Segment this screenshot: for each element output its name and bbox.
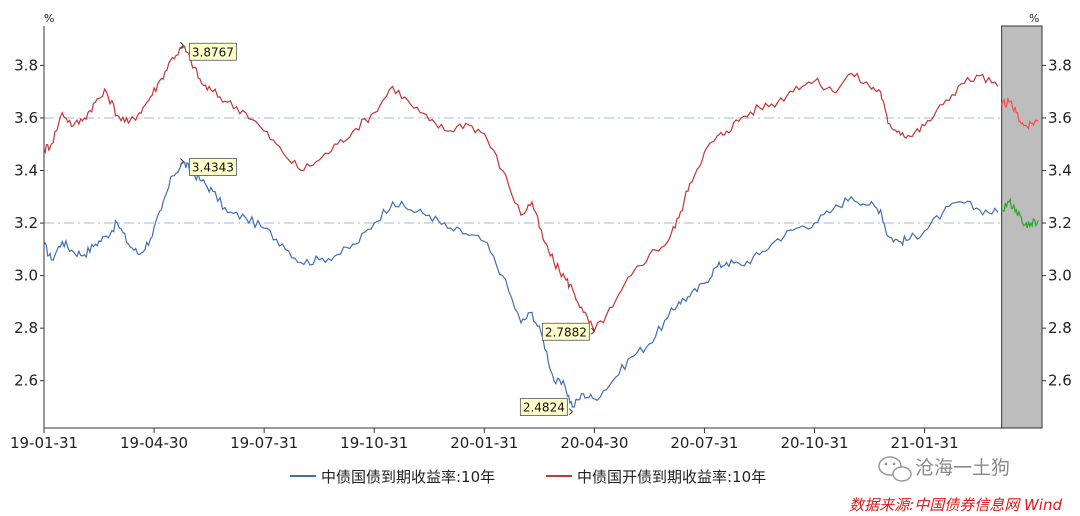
source-text: 数据来源:中国债券信息网 Wind [849, 496, 1062, 514]
series-layer [43, 45, 1039, 408]
left-y-tick-label: 3.8 [14, 56, 38, 74]
callout-pointer [180, 41, 185, 49]
right-y-tick-label: 2.6 [1048, 372, 1072, 390]
series-line-2 [43, 45, 999, 333]
x-tick-label: 20-01-31 [450, 434, 518, 452]
callout-layer: 3.8767 3.4343 2.7882 2.4824 [180, 41, 596, 417]
left-y-tick-label: 3.6 [14, 109, 38, 127]
callout-box [189, 42, 237, 61]
left-y-tick-label: 2.6 [14, 372, 38, 390]
left-y-tick-label: 3.4 [14, 162, 38, 180]
legend-label-series-1: 中债国债到期收益率:10年 [321, 468, 495, 486]
x-tick-label: 19-10-31 [340, 434, 408, 452]
x-tick-label: 19-01-31 [10, 434, 78, 452]
left-y-tick-label: 3.0 [14, 267, 38, 285]
callout-box [519, 398, 568, 417]
axis-layer: % % 2.6 2.6 2.8 2.8 3.0 3.0 3.2 3.2 3.4 3.4 3.6 3.6… [10, 12, 1072, 452]
legend-label-series-2: 中债国开债到期收益率:10年 [577, 468, 766, 486]
shaded-region-layer [1001, 25, 1043, 429]
left-y-tick-label: 3.2 [14, 214, 38, 232]
callout-label: 3.4343 [192, 160, 234, 174]
forecast-line-1 [1001, 197, 1039, 229]
x-tick-label: 20-07-31 [670, 434, 738, 452]
right-y-tick-label: 3.8 [1048, 56, 1072, 74]
left-unit-label: % [44, 12, 54, 25]
legend: 中债国债到期收益率:10年 中债国开债到期收益率:10年 [290, 468, 766, 486]
x-tick-label: 21-01-31 [891, 434, 959, 452]
right-y-tick-label: 3.4 [1048, 162, 1072, 180]
x-tick-label: 19-04-30 [120, 434, 188, 452]
right-y-tick-label: 3.2 [1048, 214, 1072, 232]
callout-pointer [180, 158, 185, 165]
right-y-tick-label: 3.0 [1048, 267, 1072, 285]
series-line-1 [43, 161, 999, 408]
watermark-text: 沧海一土狗 [915, 457, 1010, 479]
callout-label: 2.7882 [545, 325, 587, 339]
callout-box [189, 158, 237, 176]
wechat-icon [878, 456, 912, 482]
right-y-tick-label: 2.8 [1048, 319, 1072, 337]
x-tick-label: 20-10-31 [780, 434, 848, 452]
callout-pointer [568, 408, 574, 415]
x-tick-label: 19-07-31 [230, 434, 298, 452]
shaded-region [1001, 25, 1043, 429]
forecast-line-2 [1001, 98, 1039, 131]
plot-area [44, 26, 1042, 428]
right-y-tick-label: 3.6 [1048, 109, 1072, 127]
callout-box [541, 322, 590, 341]
x-tick-label: 20-04-30 [560, 434, 628, 452]
right-unit-label: % [1029, 12, 1039, 25]
callout-pointer [591, 327, 596, 335]
left-y-tick-label: 2.8 [14, 319, 38, 337]
callout-label: 3.8767 [192, 45, 234, 59]
callout-label: 2.4824 [523, 401, 565, 415]
